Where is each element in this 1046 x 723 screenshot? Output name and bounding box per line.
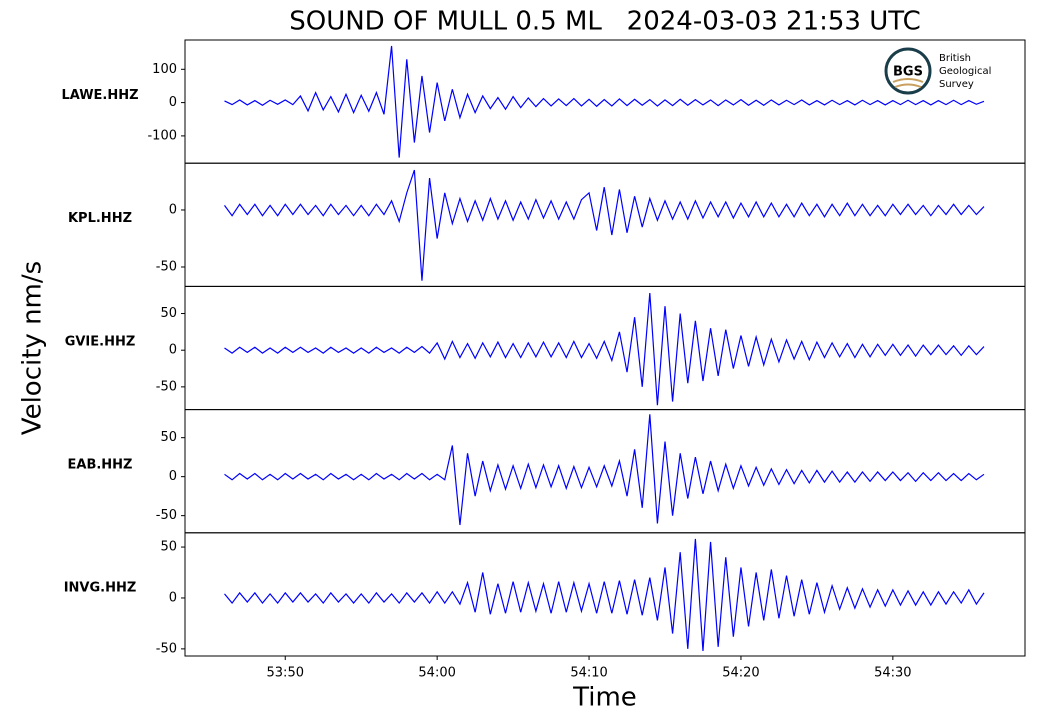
y-tick-label: 50	[160, 430, 177, 445]
y-tick-label: -50	[156, 641, 177, 656]
chart-title: SOUND OF MULL 0.5 ML 2024-03-03 21:53 UT…	[289, 7, 921, 37]
x-tick-label: 54:30	[874, 666, 911, 681]
x-tick-label: 54:20	[722, 666, 759, 681]
y-tick-label: 100	[152, 62, 177, 77]
y-tick-label: -50	[156, 260, 177, 275]
logo: BGS British Geological Survey	[884, 47, 991, 95]
y-tick-label: -100	[147, 128, 177, 143]
panel-name: LAWE.HHZ	[61, 88, 138, 103]
waveform	[224, 414, 985, 526]
x-axis-label: Time	[572, 683, 637, 713]
logo-ring	[884, 47, 932, 95]
y-axis-label: Velocity nm/s	[18, 261, 48, 435]
panel-frame	[184, 532, 1026, 657]
panel-name: KPL.HHZ	[68, 211, 132, 226]
logo-badge: BGS	[893, 65, 923, 80]
waveform	[224, 169, 985, 281]
y-tick-label: 0	[169, 469, 177, 484]
panel-frame	[184, 162, 1026, 287]
logo-waves	[892, 78, 924, 88]
x-tick-label: 54:10	[570, 666, 607, 681]
waveform	[224, 45, 985, 158]
y-tick-label: 0	[169, 590, 177, 605]
panel-frame	[184, 285, 1026, 411]
y-tick-label: 0	[169, 202, 177, 217]
panel-name: EAB.HHZ	[68, 458, 133, 473]
y-tick-label: -50	[156, 379, 177, 394]
y-tick-label: 50	[160, 540, 177, 555]
panel-name: GVIE.HHZ	[65, 334, 136, 349]
x-tick-label: 53:50	[267, 666, 304, 681]
y-tick-label: 50	[160, 306, 177, 321]
logo-text: Survey	[939, 79, 974, 90]
waveform	[224, 538, 985, 651]
y-tick-label: 0	[169, 95, 177, 110]
logo-text: Geological	[939, 66, 991, 77]
panel-name: INVG.HHZ	[64, 581, 137, 596]
y-tick-label: -50	[156, 508, 177, 523]
x-tick-label: 54:00	[418, 666, 455, 681]
y-tick-label: 0	[169, 343, 177, 358]
logo-text: British	[939, 53, 971, 64]
panel-frame	[184, 409, 1026, 534]
waveform	[224, 292, 985, 406]
